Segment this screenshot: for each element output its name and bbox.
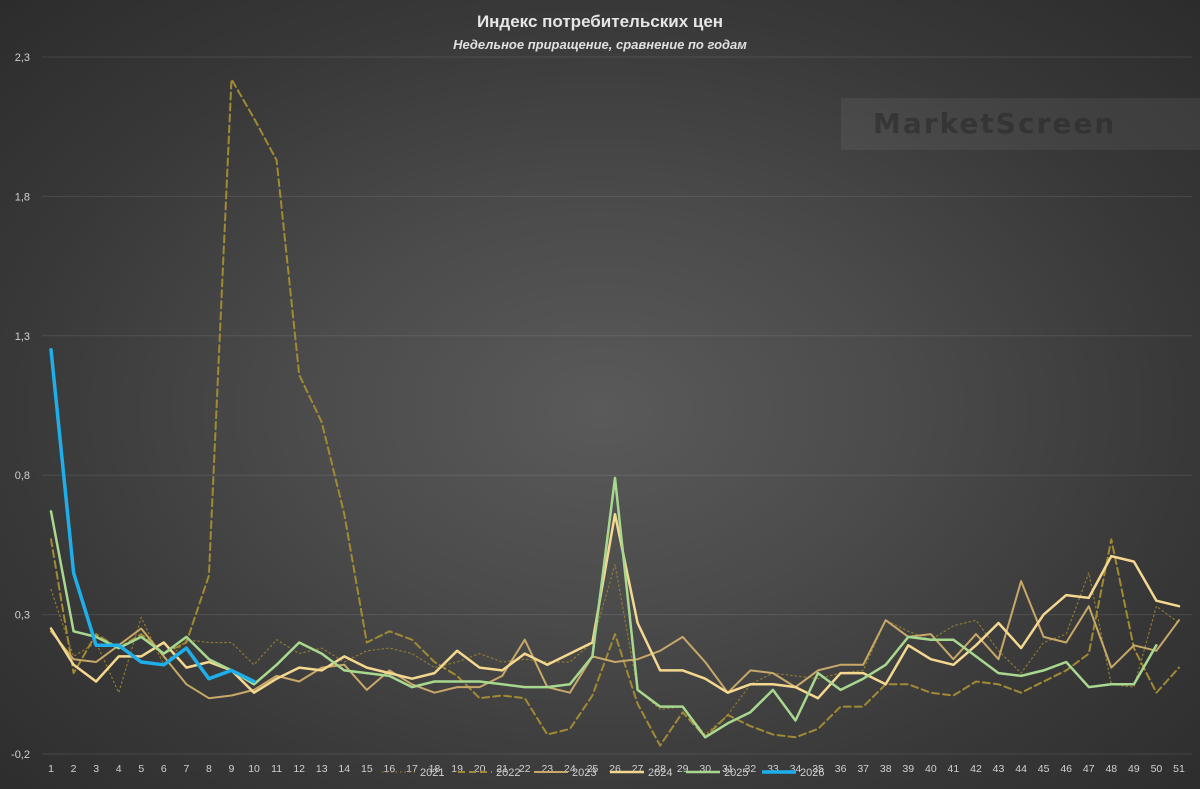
x-tick-label: 51: [1173, 763, 1185, 775]
series-line-2021: [50, 563, 1180, 736]
legend-label-2022: 2022: [496, 767, 520, 779]
x-tick-label: 14: [338, 763, 350, 775]
x-tick-label: 41: [948, 763, 960, 775]
x-tick-label: 30: [699, 763, 711, 775]
x-tick-label: 42: [970, 763, 982, 775]
chart-subtitle: Недельное приращение, сравнение по годам: [453, 37, 747, 52]
x-tick-label: 6: [161, 763, 167, 775]
x-tick-label: 38: [880, 763, 892, 775]
series-line-2025: [49, 476, 1158, 739]
y-tick-label: 1,8: [15, 191, 30, 203]
y-tick-label: 0,3: [15, 610, 30, 622]
x-tick-label: 1: [48, 763, 54, 775]
x-tick-label: 33: [767, 763, 779, 775]
x-tick-label: 22: [519, 763, 531, 775]
x-tick-label: 25: [587, 763, 599, 775]
x-tick-label: 13: [316, 763, 328, 775]
x-tick-label: 3: [93, 763, 99, 775]
series-line-2024: [49, 512, 1181, 700]
x-tick-label: 10: [248, 763, 260, 775]
x-tick-label: 15: [361, 763, 373, 775]
x-tick-label: 4: [116, 763, 122, 775]
x-tick-label: 43: [993, 763, 1005, 775]
series-line-2023: [50, 580, 1180, 700]
x-tick-label: 20: [474, 763, 486, 775]
x-tick-label: 36: [835, 763, 847, 775]
x-tick-label: 5: [138, 763, 144, 775]
series-lines: [49, 78, 1181, 747]
x-tick-label: 32: [745, 763, 757, 775]
x-tick-label: 48: [1105, 763, 1117, 775]
x-tick-label: 27: [632, 763, 644, 775]
x-tick-label: 47: [1083, 763, 1095, 775]
x-tick-label: 46: [1060, 763, 1072, 775]
x-tick-label: 35: [812, 763, 824, 775]
x-tick-label: 28: [654, 763, 666, 775]
x-tick-label: 37: [857, 763, 869, 775]
x-tick-label: 12: [293, 763, 305, 775]
x-tick-label: 9: [229, 763, 235, 775]
x-tick-label: 49: [1128, 763, 1140, 775]
y-axis: -0,2 0,3 0,8 1,3 1,8 2,3: [11, 52, 30, 761]
chart-title: Индекс потребительских цен: [477, 12, 723, 31]
x-tick-label: 11: [271, 763, 282, 775]
x-tick-label: 18: [429, 763, 441, 775]
x-tick-label: 8: [206, 763, 212, 775]
x-tick-label: 26: [609, 763, 621, 775]
y-tick-label: 0,8: [15, 470, 30, 482]
x-tick-label: 39: [902, 763, 914, 775]
x-tick-label: 21: [496, 763, 508, 775]
x-tick-label: 23: [541, 763, 553, 775]
x-tick-label: 34: [790, 763, 802, 775]
series-line-2022: [50, 78, 1180, 747]
x-tick-label: 7: [183, 763, 189, 775]
x-tick-label: 17: [406, 763, 418, 775]
legend-label-2025: 2025: [724, 767, 748, 779]
x-axis: 1 2 3 4 5 6 7 8 9 10 11 12 13 14 15 16 17 18 19 20 21 22 23 24 2…: [48, 763, 1185, 775]
y-tick-label: 1,3: [15, 331, 30, 343]
y-tick-label: -0,2: [11, 749, 30, 761]
series-line-2026: [49, 347, 256, 684]
x-tick-label: 45: [1038, 763, 1050, 775]
x-tick-label: 44: [1015, 763, 1027, 775]
x-tick-label: 24: [564, 763, 576, 775]
x-tick-label: 2: [71, 763, 77, 775]
legend-label-2024: 2024: [648, 767, 672, 779]
x-tick-label: 31: [722, 763, 734, 775]
legend-label-2023: 2023: [572, 767, 596, 779]
x-tick-label: 50: [1151, 763, 1163, 775]
x-tick-label: 29: [677, 763, 689, 775]
x-tick-label: 40: [925, 763, 937, 775]
y-gridlines: [42, 56, 1192, 755]
watermark-logo: MarketScreen: [841, 98, 1200, 150]
x-tick-label: 16: [384, 763, 396, 775]
legend: 2021 2022 2023 2024 2025 2026: [382, 767, 824, 779]
x-tick-label: 19: [451, 763, 463, 775]
y-tick-label: 2,3: [15, 52, 30, 64]
legend-label-2021: 2021: [420, 767, 444, 779]
legend-label-2026: 2026: [800, 767, 824, 779]
